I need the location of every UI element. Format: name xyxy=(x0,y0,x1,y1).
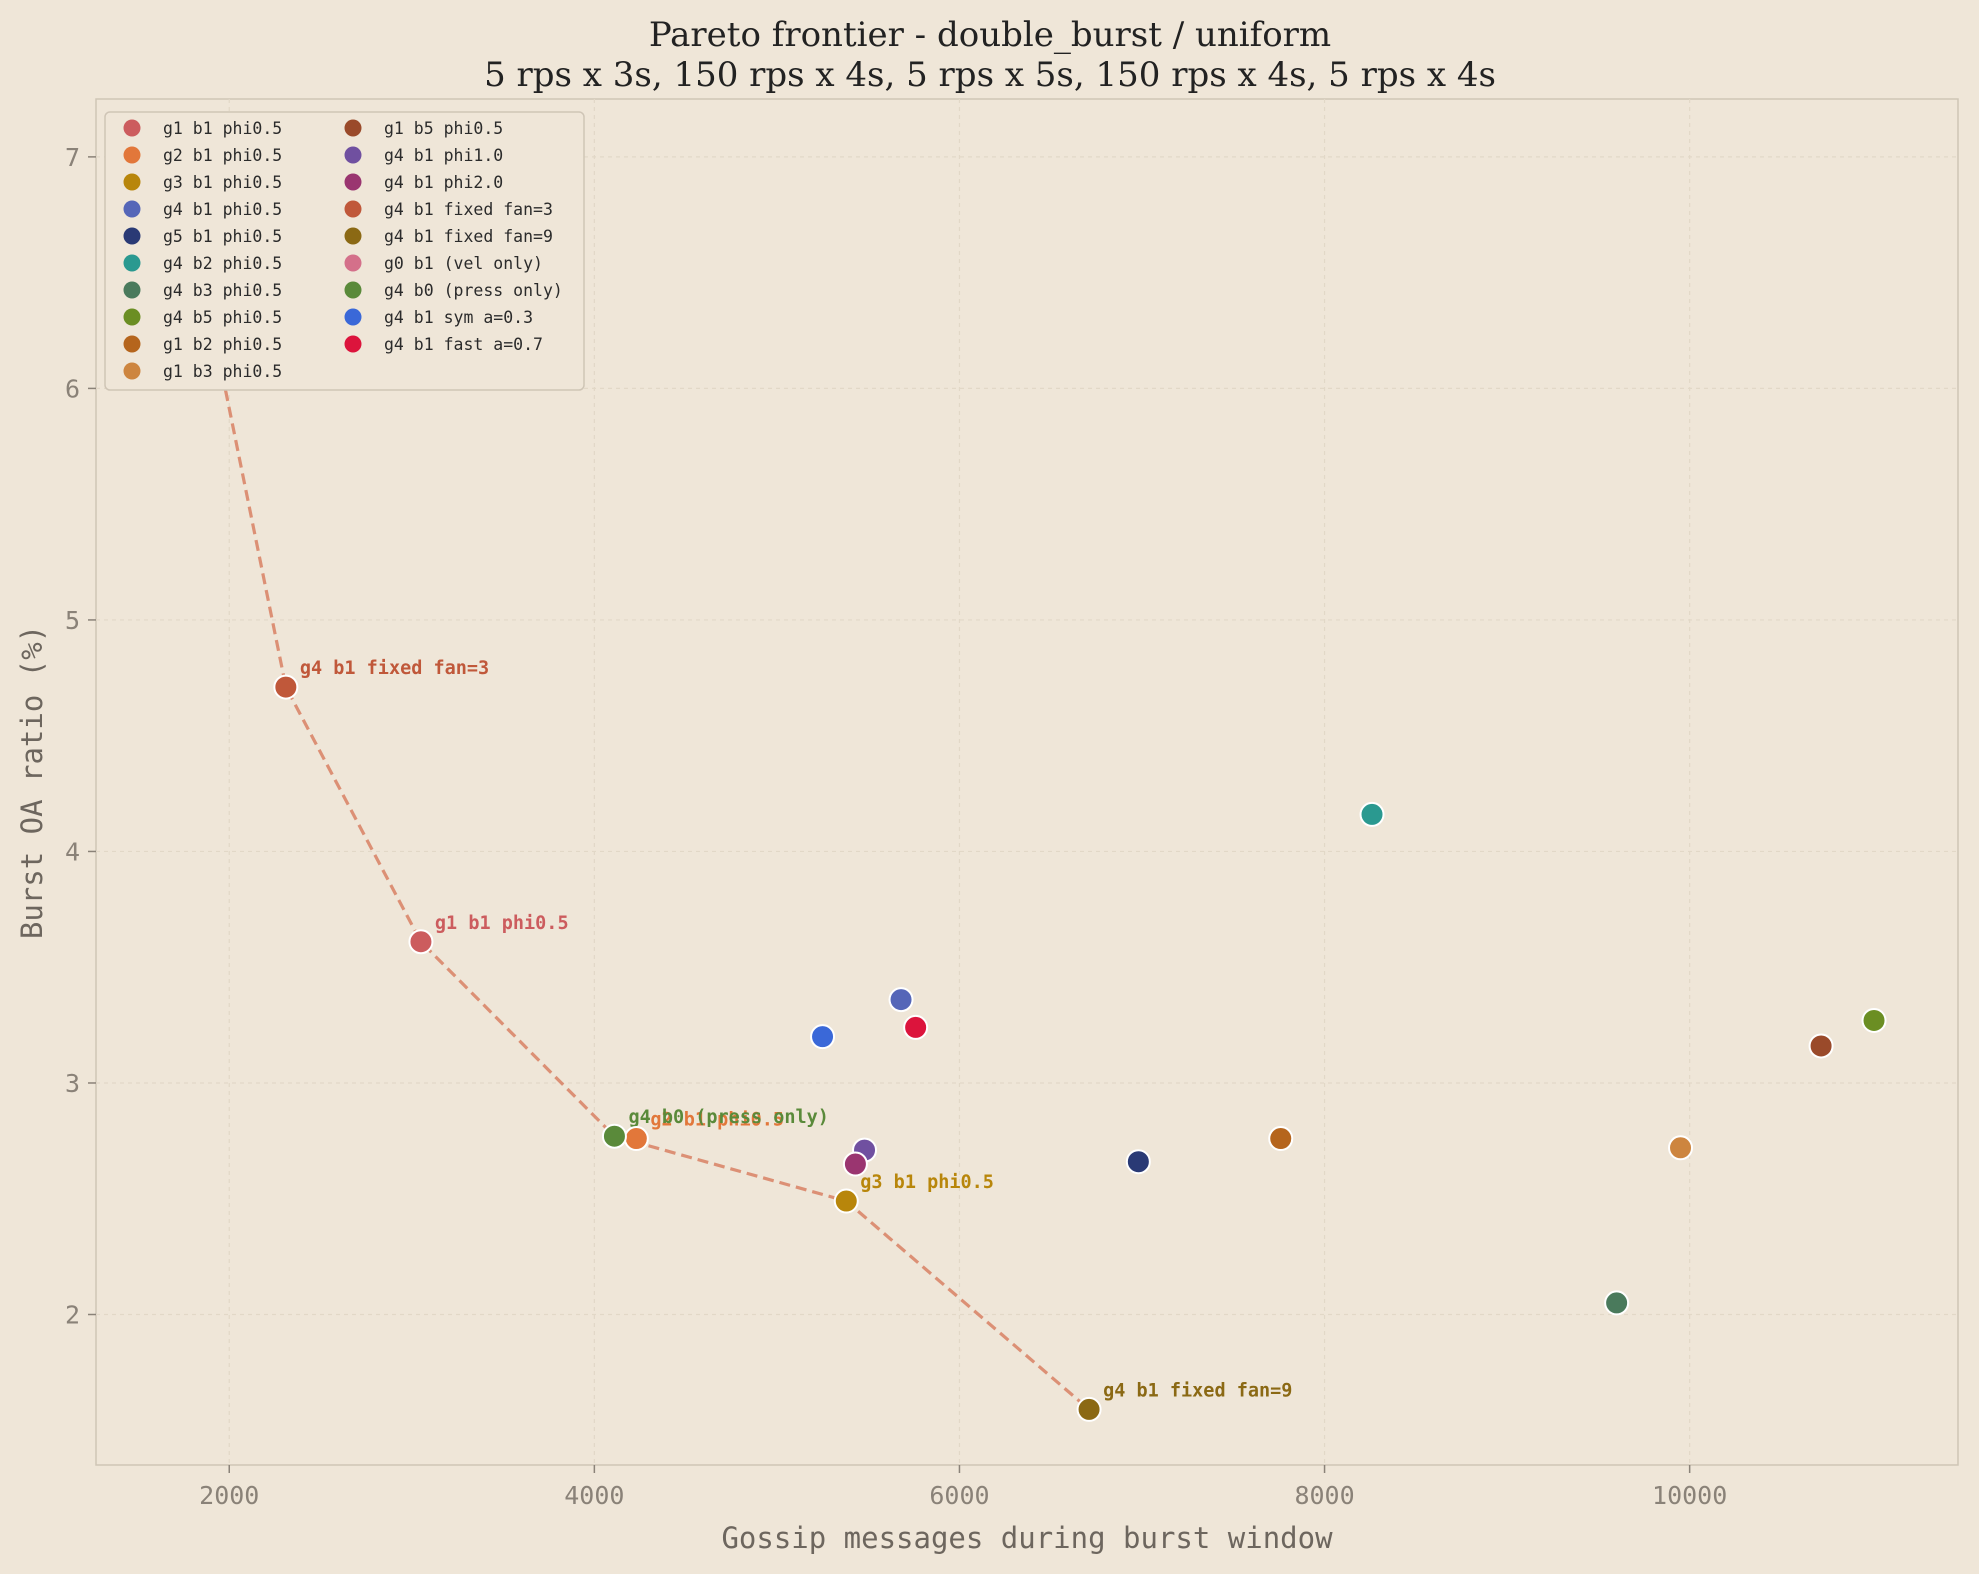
legend-label: g4 b2 phi0.5 xyxy=(163,254,282,273)
legend-label: g4 b0 (press only) xyxy=(384,281,563,300)
point-annotation: g4 b0 (press only) xyxy=(628,1107,828,1128)
legend-marker xyxy=(344,335,362,353)
data-point xyxy=(1668,1135,1694,1161)
y-tick-label: 5 xyxy=(65,606,80,635)
legend-label: g3 b1 phi0.5 xyxy=(163,173,282,192)
y-tick-label: 3 xyxy=(65,1069,80,1098)
legend-marker xyxy=(344,281,362,299)
data-point xyxy=(833,1188,859,1214)
legend-box xyxy=(104,111,585,391)
x-tick-label: 10000 xyxy=(1652,1481,1727,1510)
x-axis-ticks: 2000 4000 6000 8000 10000 xyxy=(199,1465,1727,1510)
x-tick-label: 8000 xyxy=(1294,1481,1354,1510)
legend-marker xyxy=(123,254,141,272)
legend-marker xyxy=(123,281,141,299)
legend-label: g4 b3 phi0.5 xyxy=(163,281,282,300)
legend-marker xyxy=(344,308,362,326)
legend-marker xyxy=(123,146,141,164)
y-tick-label: 4 xyxy=(65,837,80,866)
legend-label: g4 b1 sym a=0.3 xyxy=(384,308,533,327)
legend-marker xyxy=(344,227,362,245)
legend-marker xyxy=(123,308,141,326)
legend: g1 b1 phi0.5 g2 b1 phi0.5 g3 b1 phi0.5 g4 b… xyxy=(104,111,585,391)
legend-marker xyxy=(123,227,141,245)
data-point xyxy=(810,1024,836,1050)
data-point xyxy=(842,1151,868,1177)
legend-label: g1 b3 phi0.5 xyxy=(163,362,282,381)
legend-label: g4 b1 fixed fan=3 xyxy=(384,200,553,219)
data-point xyxy=(273,674,299,700)
data-point xyxy=(1076,1396,1102,1422)
chart-subtitle: 5 rps x 3s, 150 rps x 4s, 5 rps x 5s, 15… xyxy=(484,55,1496,95)
chart-title: Pareto frontier - double_burst / uniform xyxy=(649,15,1331,55)
point-annotation: g4 b1 fixed fan=3 xyxy=(300,658,489,679)
data-point xyxy=(1861,1007,1887,1033)
legend-label: g4 b5 phi0.5 xyxy=(163,308,282,327)
legend-marker xyxy=(123,200,141,218)
y-tick-label: 6 xyxy=(65,374,80,403)
point-annotation: g2 b1 phi0.5 xyxy=(650,1110,784,1131)
legend-marker xyxy=(123,362,141,380)
y-tick-label: 2 xyxy=(65,1301,80,1330)
legend-label: g4 b1 phi2.0 xyxy=(384,173,503,192)
data-point xyxy=(903,1014,929,1040)
data-point xyxy=(408,929,434,955)
point-annotation: g3 b1 phi0.5 xyxy=(860,1172,994,1193)
legend-marker xyxy=(344,119,362,137)
data-point xyxy=(1268,1126,1294,1152)
legend-label: g4 b1 phi0.5 xyxy=(163,200,282,219)
x-tick-label: 4000 xyxy=(564,1481,624,1510)
pareto-frontier-line xyxy=(176,156,1091,1411)
y-axis-label: Burst OA ratio (%) xyxy=(15,625,49,939)
data-point xyxy=(1808,1033,1834,1059)
legend-label: g5 b1 phi0.5 xyxy=(163,227,282,246)
y-tick-label: 7 xyxy=(65,143,80,172)
legend-marker xyxy=(123,335,141,353)
legend-label: g0 b1 (vel only) xyxy=(384,254,543,273)
data-point xyxy=(1125,1149,1151,1175)
legend-label: g2 b1 phi0.5 xyxy=(163,146,282,165)
data-point xyxy=(1359,801,1385,827)
legend-label: g4 b1 fixed fan=9 xyxy=(384,227,553,246)
x-tick-label: 2000 xyxy=(199,1481,259,1510)
legend-label: g1 b1 phi0.5 xyxy=(163,119,282,138)
data-point xyxy=(888,987,914,1013)
legend-marker xyxy=(344,173,362,191)
point-annotation: g1 b1 phi0.5 xyxy=(435,913,569,934)
legend-marker xyxy=(344,146,362,164)
data-point xyxy=(623,1126,649,1152)
data-point xyxy=(1604,1290,1630,1316)
x-tick-label: 6000 xyxy=(929,1481,989,1510)
data-points xyxy=(165,144,1887,1422)
x-axis-label: Gossip messages during burst window xyxy=(721,1521,1333,1555)
legend-label: g4 b1 phi1.0 xyxy=(384,146,503,165)
legend-marker xyxy=(123,119,141,137)
y-axis-ticks: 2 3 4 5 6 7 xyxy=(65,143,96,1330)
point-annotation: g4 b1 fixed fan=9 xyxy=(1103,1380,1292,1401)
legend-marker xyxy=(123,173,141,191)
legend-label: g1 b5 phi0.5 xyxy=(384,119,503,138)
legend-label: g4 b1 fast a=0.7 xyxy=(384,335,543,354)
legend-marker xyxy=(344,254,362,272)
legend-marker xyxy=(344,200,362,218)
data-point xyxy=(601,1123,627,1149)
legend-label: g1 b2 phi0.5 xyxy=(163,335,282,354)
